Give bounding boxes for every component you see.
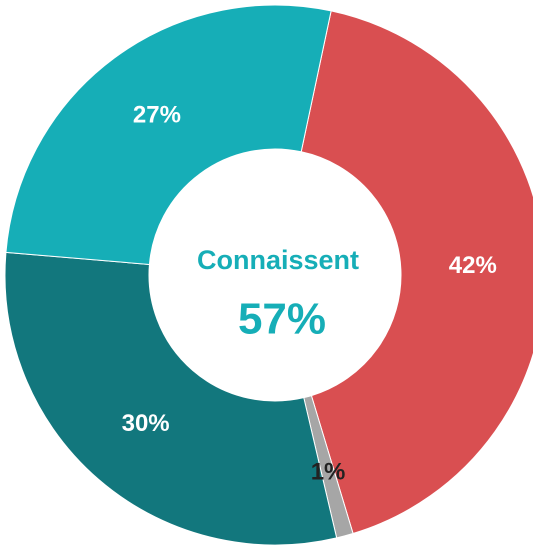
value-label: 27%: [133, 101, 181, 128]
center-value: 57%: [238, 295, 326, 344]
value-label: 30%: [122, 410, 170, 437]
donut-hole: [149, 149, 401, 401]
center-title: Connaissent: [197, 245, 359, 275]
value-label: 42%: [449, 252, 497, 279]
value-label: 1%: [311, 458, 346, 485]
slices: [4, 4, 533, 546]
